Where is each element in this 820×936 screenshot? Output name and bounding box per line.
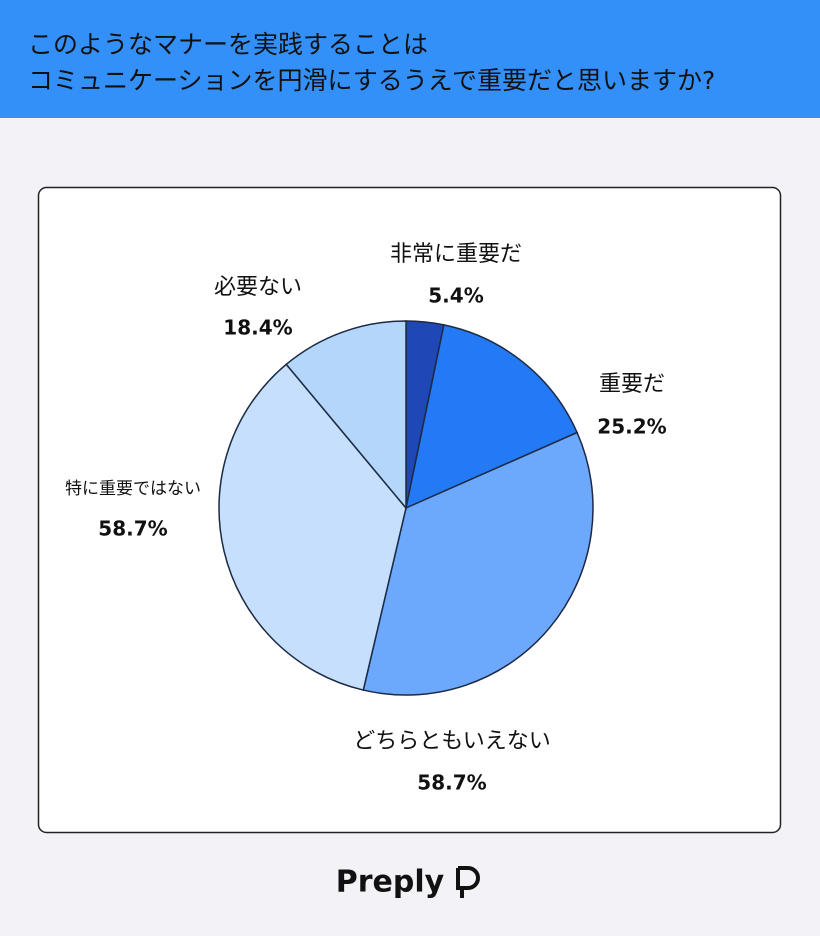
value-label: 58.7% [98,517,167,541]
value-label: 5.4% [428,284,483,308]
pie [218,320,594,696]
pie-slice [285,320,407,511]
category-label: どちらともいえない [353,729,551,754]
logo: Preply [336,865,480,900]
category-label: 重要だ [599,372,665,397]
category-label: 必要ない [214,275,302,300]
logo-icon [456,866,480,898]
pie-slice [218,363,407,691]
labels: 非常に重要だ 5.4% 重要だ 25.2% どちらともいえない 58.7% 特に重要ではない… [65,242,667,795]
title-line: このようなマナーを実践することは [28,30,428,59]
category-label: 非常に重要だ [390,242,522,267]
pie-slice [404,323,579,510]
title-line: コミュニケーションを円滑にするうえで重要だと思いますか? [28,66,715,95]
value-label: 18.4% [223,316,292,340]
value-label: 58.7% [417,771,486,795]
category-label: 特に重要ではない [65,479,201,499]
logo-text: Preply [336,865,445,900]
header [0,0,820,118]
pie-slice [362,431,594,696]
value-label: 25.2% [597,415,666,439]
